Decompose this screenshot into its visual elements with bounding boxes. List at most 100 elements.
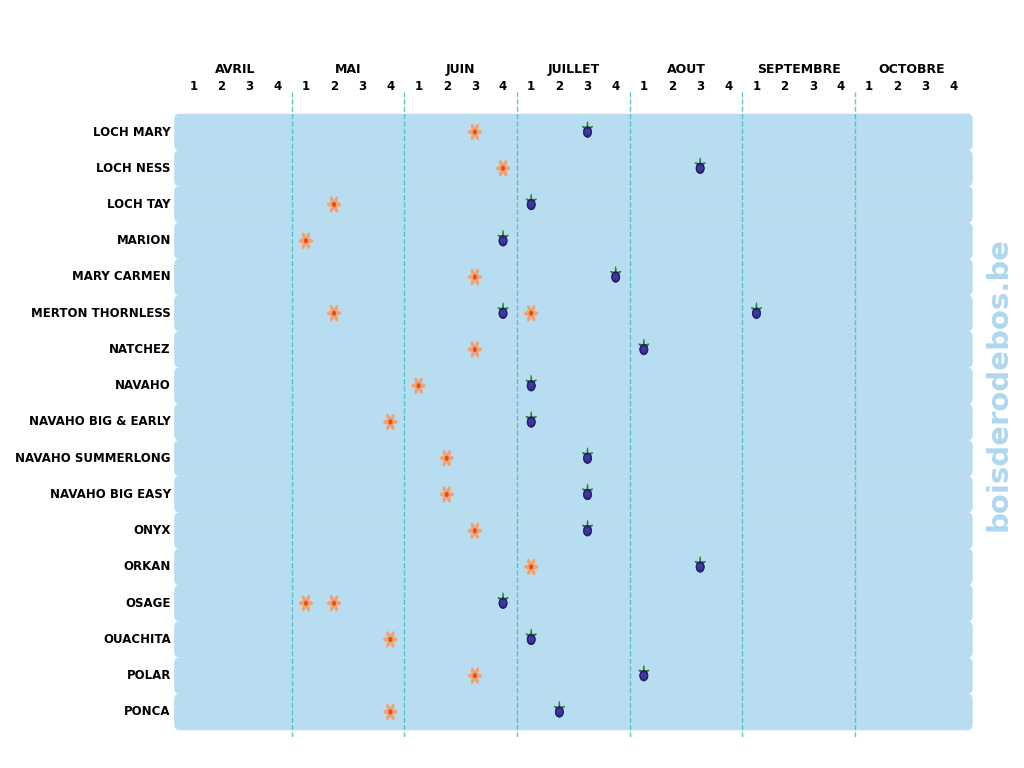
Text: 1: 1 (415, 80, 423, 93)
Ellipse shape (587, 121, 589, 129)
Ellipse shape (475, 130, 482, 134)
Circle shape (532, 420, 535, 423)
Ellipse shape (390, 637, 397, 641)
Ellipse shape (412, 383, 419, 388)
Circle shape (698, 568, 700, 570)
Ellipse shape (527, 567, 531, 575)
Circle shape (755, 314, 757, 316)
Ellipse shape (638, 343, 644, 346)
Circle shape (529, 386, 531, 389)
Ellipse shape (640, 346, 644, 353)
Circle shape (588, 491, 590, 494)
Ellipse shape (390, 631, 394, 640)
Ellipse shape (530, 194, 532, 201)
Circle shape (529, 419, 531, 421)
Circle shape (444, 492, 449, 497)
Ellipse shape (474, 676, 479, 684)
Circle shape (589, 131, 591, 133)
Circle shape (755, 310, 757, 313)
Circle shape (529, 382, 531, 385)
Text: 1: 1 (527, 80, 536, 93)
Text: 3: 3 (584, 80, 592, 93)
Ellipse shape (556, 709, 559, 715)
Circle shape (502, 239, 504, 242)
Ellipse shape (474, 667, 479, 676)
Ellipse shape (638, 670, 644, 673)
Ellipse shape (334, 202, 341, 207)
Circle shape (560, 710, 562, 713)
Circle shape (700, 568, 702, 570)
Circle shape (332, 601, 336, 606)
Circle shape (499, 598, 507, 608)
Ellipse shape (415, 386, 419, 394)
Circle shape (501, 310, 503, 313)
Circle shape (501, 237, 503, 240)
Text: 1: 1 (865, 80, 873, 93)
Circle shape (504, 312, 506, 314)
Text: 3: 3 (358, 80, 367, 93)
Circle shape (643, 348, 645, 350)
Circle shape (503, 314, 505, 316)
Circle shape (529, 311, 534, 316)
Ellipse shape (302, 603, 306, 611)
Circle shape (501, 241, 503, 244)
Text: POLAR: POLAR (126, 669, 171, 682)
Ellipse shape (525, 379, 531, 383)
FancyBboxPatch shape (174, 548, 973, 585)
Ellipse shape (474, 522, 479, 531)
Text: MARION: MARION (117, 234, 171, 247)
Text: 2: 2 (893, 80, 901, 93)
Ellipse shape (439, 456, 446, 460)
Text: 3: 3 (922, 80, 930, 93)
Ellipse shape (531, 382, 535, 389)
Text: OUACHITA: OUACHITA (103, 633, 171, 646)
Circle shape (332, 202, 336, 207)
Ellipse shape (525, 416, 531, 419)
FancyBboxPatch shape (174, 512, 973, 549)
Ellipse shape (503, 168, 507, 177)
Ellipse shape (614, 266, 616, 273)
Ellipse shape (554, 706, 559, 709)
Text: 4: 4 (724, 80, 732, 93)
Ellipse shape (302, 233, 306, 241)
Circle shape (503, 600, 505, 602)
Circle shape (754, 312, 756, 314)
Ellipse shape (468, 130, 475, 134)
Ellipse shape (383, 420, 390, 424)
Ellipse shape (699, 556, 701, 564)
Circle shape (530, 420, 532, 422)
Ellipse shape (644, 343, 649, 346)
Circle shape (644, 346, 646, 349)
Ellipse shape (644, 346, 647, 353)
Text: 3: 3 (246, 80, 254, 93)
Circle shape (500, 240, 502, 242)
Ellipse shape (531, 419, 535, 425)
Text: 3: 3 (696, 80, 705, 93)
Ellipse shape (386, 631, 391, 640)
Text: LOCH TAY: LOCH TAY (108, 198, 171, 211)
Text: 4: 4 (949, 80, 957, 93)
FancyBboxPatch shape (174, 404, 973, 440)
Ellipse shape (334, 595, 338, 604)
FancyBboxPatch shape (174, 331, 973, 368)
Ellipse shape (390, 639, 394, 647)
Circle shape (701, 565, 703, 568)
Ellipse shape (468, 347, 475, 352)
Circle shape (701, 167, 703, 169)
Circle shape (584, 453, 592, 464)
Circle shape (528, 203, 530, 206)
Ellipse shape (615, 271, 622, 274)
Ellipse shape (305, 595, 310, 604)
FancyBboxPatch shape (174, 186, 973, 223)
Circle shape (584, 127, 592, 137)
Ellipse shape (588, 452, 593, 455)
Circle shape (473, 274, 477, 280)
Text: 4: 4 (386, 80, 394, 93)
FancyBboxPatch shape (174, 114, 973, 151)
Circle shape (527, 416, 536, 427)
Ellipse shape (503, 598, 509, 601)
Ellipse shape (644, 670, 649, 673)
Text: 4: 4 (611, 80, 620, 93)
Ellipse shape (446, 486, 451, 495)
Ellipse shape (386, 639, 391, 647)
